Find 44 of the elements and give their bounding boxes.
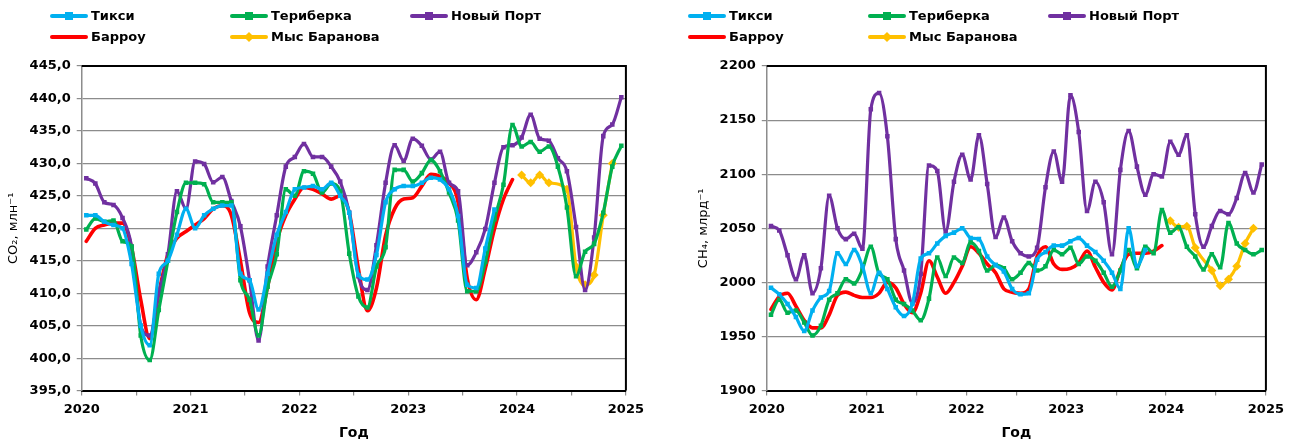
x-tick-label: 2021: [848, 400, 885, 416]
legend-label: Териберка: [271, 8, 352, 23]
y-tick-label: 410,0: [29, 284, 71, 300]
x-tick-label: 2023: [1048, 400, 1085, 416]
y-tick-label: 435,0: [29, 122, 71, 138]
y-tick-label: 440,0: [29, 89, 71, 105]
x-tick-label: 2024: [498, 400, 536, 416]
legend-label: Тикси: [729, 8, 773, 23]
legend-label: Мыс Баранова: [271, 29, 380, 44]
y-tick-label: 1900: [719, 381, 756, 397]
y-tick-label: 430,0: [29, 154, 71, 170]
y-axis-title: CH₄, млрд⁻¹: [695, 188, 711, 269]
x-tick-label: 2020: [748, 400, 785, 416]
legend-label: Барроу: [91, 29, 146, 44]
y-tick-label: 400,0: [29, 349, 71, 365]
legend-label: Новый Порт: [1089, 8, 1180, 23]
x-tick-label: 2021: [172, 400, 209, 416]
y-tick-label: 1950: [719, 327, 756, 343]
y-tick-label: 2050: [719, 219, 756, 235]
x-tick-label: 2022: [281, 400, 318, 416]
y-tick-label: 2200: [719, 57, 756, 73]
x-tick-label: 2023: [390, 400, 427, 416]
x-tick-label: 2022: [948, 400, 985, 416]
legend-label: Тикси: [91, 8, 135, 23]
y-axis-title: CO₂, млн⁻¹: [5, 192, 21, 265]
legend-label: Мыс Баранова: [909, 29, 1018, 44]
y-tick-label: 405,0: [29, 317, 71, 333]
y-tick-label: 420,0: [29, 219, 71, 235]
x-tick-label: 2024: [1147, 400, 1185, 416]
y-tick-label: 425,0: [29, 187, 71, 203]
legend-label: Новый Порт: [451, 8, 542, 23]
x-tick-label: 2025: [1247, 400, 1284, 416]
x-axis-title: Год: [338, 424, 369, 441]
y-tick-label: 2100: [719, 165, 756, 181]
y-tick-label: 445,0: [29, 57, 71, 73]
x-axis-title: Год: [1001, 424, 1032, 441]
x-tick-label: 2025: [607, 400, 644, 416]
legend-label: Териберка: [909, 8, 990, 23]
y-tick-label: 2000: [719, 273, 756, 289]
legend-label: Барроу: [729, 29, 784, 44]
y-tick-label: 395,0: [29, 381, 71, 397]
y-tick-label: 415,0: [29, 252, 71, 268]
x-tick-label: 2020: [63, 400, 100, 416]
y-tick-label: 2150: [719, 111, 756, 127]
